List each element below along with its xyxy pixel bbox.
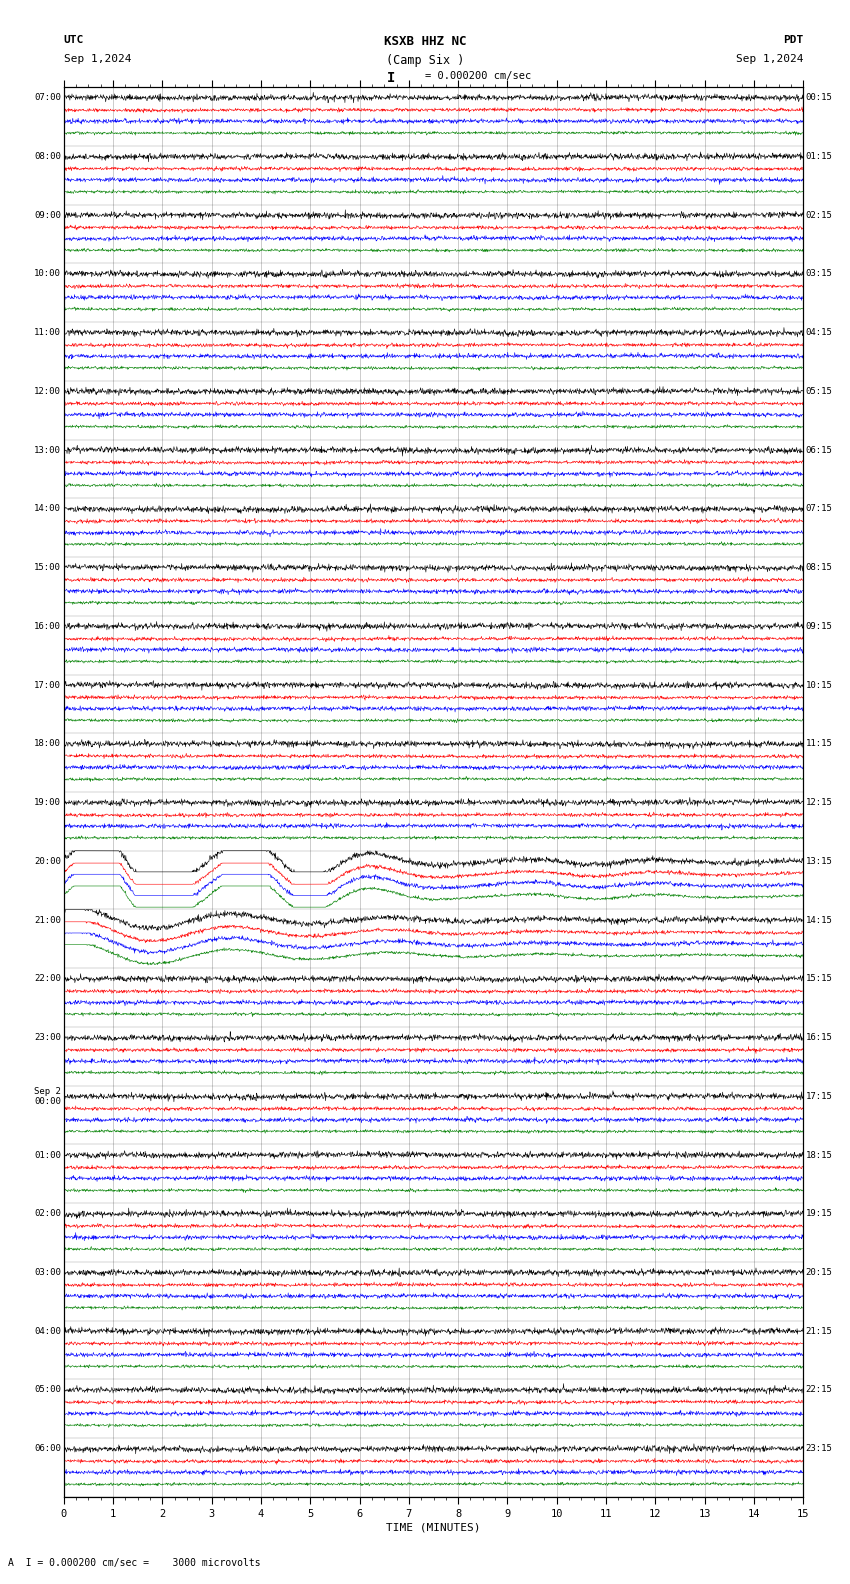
- Text: 07:15: 07:15: [806, 504, 833, 513]
- Text: Sep 1,2024: Sep 1,2024: [64, 54, 131, 63]
- Text: 05:00: 05:00: [34, 1386, 61, 1394]
- Text: 04:00: 04:00: [34, 1327, 61, 1335]
- Text: 18:00: 18:00: [34, 740, 61, 748]
- Text: A  I = 0.000200 cm/sec =    3000 microvolts: A I = 0.000200 cm/sec = 3000 microvolts: [8, 1559, 261, 1568]
- Text: 22:15: 22:15: [806, 1386, 833, 1394]
- Text: 15:00: 15:00: [34, 564, 61, 572]
- Text: 21:00: 21:00: [34, 916, 61, 925]
- Text: 22:00: 22:00: [34, 974, 61, 984]
- Text: 16:15: 16:15: [806, 1033, 833, 1042]
- Text: 03:15: 03:15: [806, 269, 833, 279]
- Text: 17:00: 17:00: [34, 681, 61, 689]
- Text: 12:00: 12:00: [34, 386, 61, 396]
- Text: 07:00: 07:00: [34, 93, 61, 103]
- Text: UTC: UTC: [64, 35, 84, 44]
- Text: 17:15: 17:15: [806, 1091, 833, 1101]
- Text: 01:00: 01:00: [34, 1150, 61, 1159]
- Text: 06:15: 06:15: [806, 445, 833, 455]
- Text: 14:15: 14:15: [806, 916, 833, 925]
- Text: 20:00: 20:00: [34, 857, 61, 866]
- Text: = 0.000200 cm/sec: = 0.000200 cm/sec: [425, 71, 531, 81]
- Text: 08:00: 08:00: [34, 152, 61, 162]
- Text: 06:00: 06:00: [34, 1445, 61, 1453]
- Text: 09:15: 09:15: [806, 623, 833, 630]
- Text: 19:15: 19:15: [806, 1209, 833, 1218]
- Text: Sep 1,2024: Sep 1,2024: [736, 54, 803, 63]
- Text: 02:15: 02:15: [806, 211, 833, 220]
- Text: 15:15: 15:15: [806, 974, 833, 984]
- Text: 19:00: 19:00: [34, 798, 61, 808]
- Text: 11:00: 11:00: [34, 328, 61, 337]
- Text: 00:15: 00:15: [806, 93, 833, 103]
- Text: 08:15: 08:15: [806, 564, 833, 572]
- Text: 03:00: 03:00: [34, 1269, 61, 1277]
- Text: 13:00: 13:00: [34, 445, 61, 455]
- Text: 05:15: 05:15: [806, 386, 833, 396]
- Text: 01:15: 01:15: [806, 152, 833, 162]
- Text: KSXB HHZ NC: KSXB HHZ NC: [383, 35, 467, 48]
- Text: 10:15: 10:15: [806, 681, 833, 689]
- Text: 21:15: 21:15: [806, 1327, 833, 1335]
- Text: 23:15: 23:15: [806, 1445, 833, 1453]
- Text: PDT: PDT: [783, 35, 803, 44]
- Text: 20:15: 20:15: [806, 1269, 833, 1277]
- Text: 18:15: 18:15: [806, 1150, 833, 1159]
- Text: 02:00: 02:00: [34, 1209, 61, 1218]
- Text: 16:00: 16:00: [34, 623, 61, 630]
- Text: 10:00: 10:00: [34, 269, 61, 279]
- Text: 04:15: 04:15: [806, 328, 833, 337]
- Text: 12:15: 12:15: [806, 798, 833, 808]
- Text: Sep 2
00:00: Sep 2 00:00: [34, 1087, 61, 1106]
- Text: 09:00: 09:00: [34, 211, 61, 220]
- Text: 13:15: 13:15: [806, 857, 833, 866]
- Text: (Camp Six ): (Camp Six ): [386, 54, 464, 67]
- Text: 23:00: 23:00: [34, 1033, 61, 1042]
- Text: 11:15: 11:15: [806, 740, 833, 748]
- Text: I: I: [387, 71, 395, 86]
- Text: 14:00: 14:00: [34, 504, 61, 513]
- X-axis label: TIME (MINUTES): TIME (MINUTES): [386, 1522, 481, 1533]
